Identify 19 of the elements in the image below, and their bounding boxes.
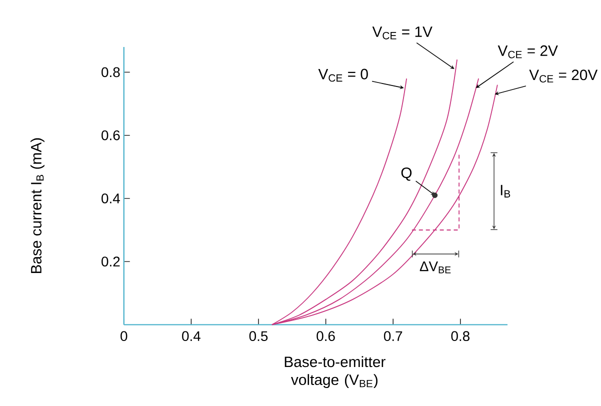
series-label: V$_{CE}$ = 2V <box>498 46 558 58</box>
x-tick-label: 0.8 <box>451 331 470 342</box>
x-tick-label: 0.7 <box>384 331 402 342</box>
x-tick-label: 0.4 <box>182 331 200 342</box>
x-tick-label: 0.5 <box>249 331 268 342</box>
annotation: Q <box>401 168 412 181</box>
annotation: ΔV$_{BE}$ <box>420 262 451 274</box>
annotation: I$_{B}$ <box>500 185 510 198</box>
y-tick-label: 0.4 <box>102 194 120 204</box>
y-tick-label: 0.2 <box>102 256 120 267</box>
y-tick-label: 0.8 <box>102 67 120 78</box>
text: V$_{CE}$ = 20V <box>529 70 598 83</box>
x-tick-label: 0.6 <box>316 331 335 342</box>
text: V$_{CE}$ = 0 <box>318 68 368 82</box>
text: V$_{CE}$ = 1V <box>372 26 432 40</box>
y-tick-label: 0.6 <box>102 130 120 140</box>
x-tick-label: 0 <box>120 331 128 342</box>
x-axis-title: Base-to-emitter voltage (V$_{BE}$) <box>284 356 386 388</box>
y-axis-title: Base current I$_{B}$ (mA) <box>30 138 44 274</box>
